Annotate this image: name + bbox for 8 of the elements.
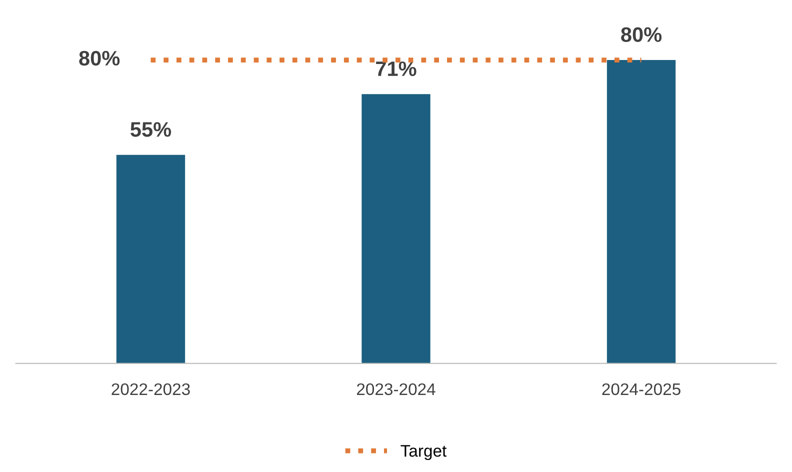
data-label: 55% xyxy=(130,122,172,137)
x-tick-label: 2022-2023 xyxy=(112,383,190,396)
data-label: 80% xyxy=(621,27,662,42)
legend-label: Target xyxy=(400,445,447,460)
x-tick-label: 2024-2025 xyxy=(602,383,680,396)
x-tick-label: 2023-2024 xyxy=(356,383,436,396)
annotation: 80% xyxy=(79,50,120,66)
data-label: 71% xyxy=(376,61,416,76)
